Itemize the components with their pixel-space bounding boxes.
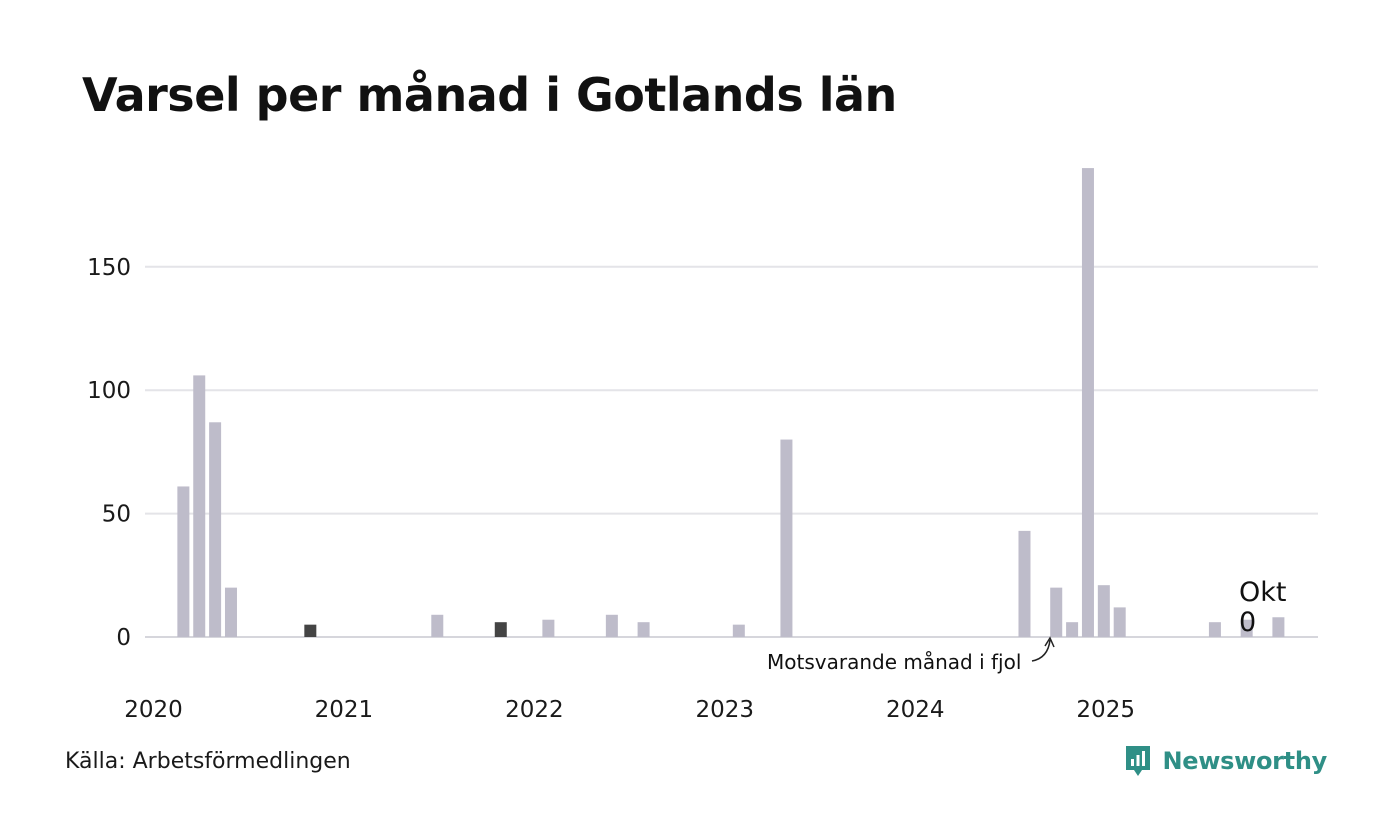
brand-logo: Newsworthy <box>1124 744 1327 778</box>
annotation: Motsvarande månad i fjol <box>767 636 1055 674</box>
y-tick-label: 50 <box>102 502 131 528</box>
bar <box>1208 622 1221 637</box>
bar <box>1066 622 1079 637</box>
bar <box>1018 530 1031 637</box>
last-point-month: Okt <box>1239 577 1286 608</box>
last-point-value: 0 <box>1239 607 1256 638</box>
newsworthy-logo-icon <box>1126 746 1151 776</box>
bar <box>542 619 555 637</box>
bar <box>780 439 793 637</box>
bar <box>732 624 745 637</box>
x-tick-label: 2024 <box>886 697 945 723</box>
x-tick-label: 2023 <box>696 697 755 723</box>
bar <box>1081 168 1094 637</box>
x-tick-label: 2025 <box>1076 697 1135 723</box>
bar <box>605 614 618 637</box>
x-tick-label: 2020 <box>124 697 183 723</box>
source-note: Källa: Arbetsförmedlingen <box>65 749 351 774</box>
y-tick-label: 0 <box>116 625 131 651</box>
bar <box>209 422 222 637</box>
annotation-arrowhead <box>1044 636 1055 648</box>
y-axis-ticks: 0 50 100 150 <box>87 255 131 651</box>
bar <box>1113 607 1126 637</box>
bar <box>637 622 650 637</box>
bar <box>1240 619 1253 637</box>
gridlines <box>145 265 1318 638</box>
bar <box>1272 617 1285 637</box>
bar <box>177 486 190 637</box>
bar <box>431 614 444 637</box>
x-axis-ticks: 2020 2021 2022 2023 2024 2025 <box>124 697 1135 723</box>
bar-highlight <box>304 624 317 637</box>
brand-name: Newsworthy <box>1162 747 1327 775</box>
y-tick-label: 150 <box>87 255 131 281</box>
bar <box>1050 587 1063 637</box>
last-point-label: Okt 0 <box>1239 577 1286 638</box>
annotation-arrow <box>1031 639 1051 662</box>
x-tick-label: 2022 <box>505 697 564 723</box>
chart-title: Varsel per månad i Gotlands län <box>82 68 897 122</box>
bars <box>177 168 1285 637</box>
bar-highlight <box>494 622 507 637</box>
bar <box>224 587 237 637</box>
annotation-label: Motsvarande månad i fjol <box>767 650 1021 674</box>
bar <box>1097 585 1110 637</box>
x-tick-label: 2021 <box>315 697 374 723</box>
y-tick-label: 100 <box>87 378 131 404</box>
bar <box>193 375 206 637</box>
